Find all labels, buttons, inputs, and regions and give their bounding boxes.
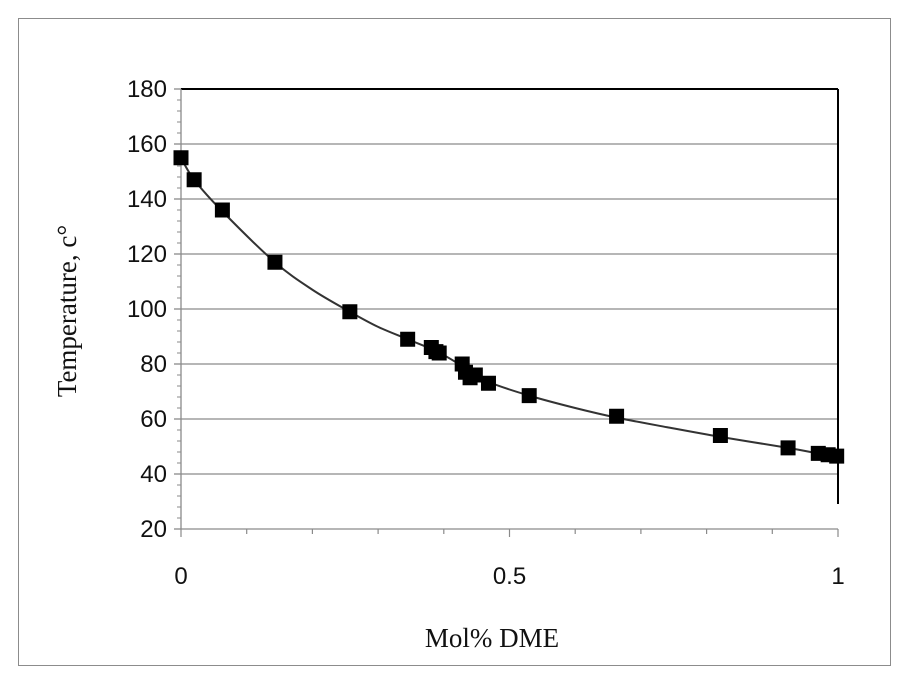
chart-frame: 20 40 60 80 100 120 140 160 180 0 0.5 1 Mol% DME Te… (18, 18, 891, 666)
data-point-0 (173, 150, 189, 166)
data-point-5 (400, 331, 416, 347)
x-tick-label-0: 0 (174, 563, 187, 590)
data-point-3 (267, 254, 283, 270)
data-point-17 (780, 440, 796, 456)
y-tick-label-160: 160 (127, 131, 167, 158)
data-point-16 (712, 428, 728, 443)
data-point-4 (342, 304, 358, 320)
axis-layer (174, 88, 839, 537)
y-tick-label-140: 140 (127, 186, 167, 213)
data-point-12 (467, 367, 483, 383)
y-tick-label-80: 80 (140, 351, 167, 378)
data-point-2 (214, 202, 230, 218)
y-axis-title: Temperature, c° (52, 225, 82, 397)
fit-curve-layer (180, 157, 839, 458)
data-point-15 (609, 408, 625, 424)
y-tick-label-180: 180 (127, 76, 167, 103)
data-point-8 (431, 345, 447, 361)
data-point-20 (829, 448, 845, 464)
x-tick-label-0.5: 0.5 (493, 563, 526, 590)
y-tick-label-100: 100 (127, 296, 167, 323)
chart-svg: 20 40 60 80 100 120 140 160 180 0 0.5 1 Mol% DME Te… (52, 76, 845, 653)
data-point-13 (480, 375, 496, 391)
y-tick-label-60: 60 (140, 406, 167, 433)
tick-labels-layer: 20 40 60 80 100 120 140 160 180 0 0.5 1 (127, 76, 845, 590)
fit-curve-0 (180, 157, 839, 458)
x-tick-label-1: 1 (831, 563, 844, 590)
y-tick-label-40: 40 (140, 461, 167, 488)
grid-layer (181, 88, 838, 475)
data-point-14 (521, 388, 537, 404)
data-points-layer (173, 150, 845, 464)
y-tick-label-20: 20 (140, 516, 167, 543)
y-tick-label-120: 120 (127, 241, 167, 268)
x-axis-title: Mol% DME (425, 623, 559, 653)
data-point-1 (186, 172, 202, 188)
